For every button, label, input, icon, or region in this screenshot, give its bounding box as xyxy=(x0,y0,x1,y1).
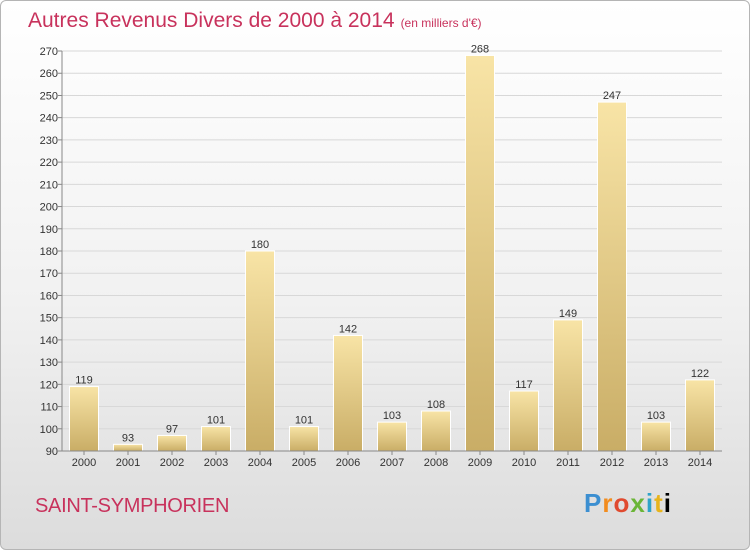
chart-title: Autres Revenus Divers de 2000 à 2014 (en … xyxy=(28,9,482,32)
bar-value-label: 142 xyxy=(339,323,357,335)
y-tick-label: 100 xyxy=(40,424,58,436)
bar-value-label: 97 xyxy=(166,423,178,435)
bar-value-label: 268 xyxy=(471,43,489,55)
proxiti-logo: Proxiti xyxy=(584,488,672,518)
x-tick-label: 2007 xyxy=(380,457,404,469)
x-tick-label: 2009 xyxy=(468,457,492,469)
y-axis-ticks: 90 100 110 120 130 140 150 160 170 180 190 200 210 22… xyxy=(40,46,58,458)
x-axis-ticks: 2000 2001 2002 2003 2004 2005 2006 2007 2008 2009… xyxy=(72,451,712,469)
y-tick-label: 140 xyxy=(40,335,58,347)
y-tick-label: 170 xyxy=(40,268,58,280)
bar xyxy=(377,421,407,452)
y-tick-label: 120 xyxy=(40,379,58,391)
bar-value-label: 180 xyxy=(251,239,269,251)
x-tick-label: 2010 xyxy=(512,457,536,469)
y-tick-label: 240 xyxy=(40,113,58,125)
bar-value-label: 108 xyxy=(427,399,445,411)
x-tick-label: 2012 xyxy=(600,457,624,469)
bar-value-label: 103 xyxy=(383,410,401,422)
bar xyxy=(597,101,627,452)
chart-unit: (en milliers d'€) xyxy=(400,16,482,30)
y-tick-label: 200 xyxy=(40,202,58,214)
bar-value-label: 117 xyxy=(515,379,533,391)
y-tick-label: 250 xyxy=(40,90,58,102)
bar xyxy=(245,250,275,452)
x-tick-label: 2001 xyxy=(116,457,140,469)
bar xyxy=(421,410,451,452)
y-tick-label: 210 xyxy=(40,179,58,191)
bar xyxy=(641,421,671,452)
y-tick-label: 130 xyxy=(40,357,58,369)
bar xyxy=(201,426,231,452)
y-tick-label: 220 xyxy=(40,157,58,169)
x-tick-label: 2011 xyxy=(556,457,580,469)
x-tick-label: 2000 xyxy=(72,457,96,469)
commune-name: SAINT-SYMPHORIEN xyxy=(35,495,230,517)
bar-value-label: 101 xyxy=(207,415,225,427)
x-tick-label: 2008 xyxy=(424,457,448,469)
y-tick-label: 110 xyxy=(40,402,58,414)
y-tick-label: 180 xyxy=(40,246,58,258)
x-tick-label: 2003 xyxy=(204,457,228,469)
bar xyxy=(289,426,319,452)
x-tick-label: 2004 xyxy=(248,457,272,469)
bars: 119 93 97 101 180 101 142 103 108 268 117 149 247 103… xyxy=(69,43,715,452)
x-tick-label: 2006 xyxy=(336,457,360,469)
y-tick-label: 230 xyxy=(40,135,58,147)
x-tick-label: 2013 xyxy=(644,457,668,469)
bar-value-label: 122 xyxy=(691,368,709,380)
bar xyxy=(685,379,715,452)
x-tick-label: 2005 xyxy=(292,457,316,469)
bar-value-label: 247 xyxy=(603,90,621,102)
y-tick-label: 270 xyxy=(40,46,58,58)
y-tick-label: 260 xyxy=(40,68,58,80)
y-tick-label: 150 xyxy=(40,313,58,325)
bar xyxy=(553,319,583,452)
bar xyxy=(69,386,99,452)
bar-value-label: 119 xyxy=(75,375,93,387)
x-tick-label: 2002 xyxy=(160,457,184,469)
y-tick-label: 160 xyxy=(40,290,58,302)
bar-value-label: 93 xyxy=(122,432,134,444)
bar-value-label: 149 xyxy=(559,308,577,320)
bar xyxy=(157,434,187,452)
bar xyxy=(509,390,539,452)
bar xyxy=(333,334,363,452)
bar xyxy=(113,443,143,452)
bar-value-label: 101 xyxy=(295,415,313,427)
x-tick-label: 2014 xyxy=(688,457,712,469)
bar xyxy=(465,54,495,452)
y-tick-label: 190 xyxy=(40,224,58,236)
bar-value-label: 103 xyxy=(647,410,665,422)
y-tick-label: 90 xyxy=(46,446,58,458)
